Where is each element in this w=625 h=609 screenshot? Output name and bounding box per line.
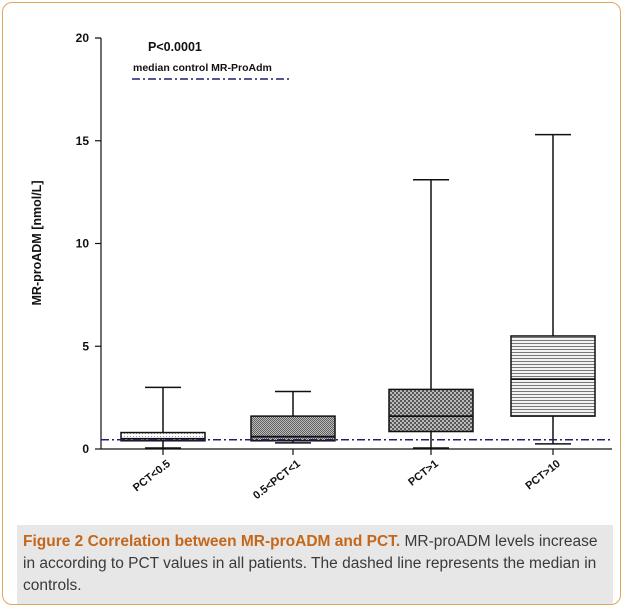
boxes-group [120, 133, 596, 449]
category-label: PCT<0.5 [131, 458, 173, 494]
p-value-annotation: P<0.0001 [148, 40, 202, 54]
category-label: PCT>10 [523, 458, 562, 492]
category-label: PCT>1 [406, 458, 441, 489]
iqr-box [120, 431, 206, 442]
caption-text: MR-proADM levels increase in according t… [23, 533, 598, 594]
iqr-box [388, 388, 474, 433]
y-tick-label: 20 [76, 31, 90, 45]
y-axis-ticks: 0 5 10 15 20 [76, 31, 101, 456]
y-tick-label: 15 [76, 134, 90, 148]
figure-caption: Figure 2 Correlation between MR-proADM a… [17, 525, 613, 604]
x-axis-tick-labels: PCT<0.5 0.5<PCT<1 PCT>1 PCT>10 [131, 449, 563, 502]
y-tick-label: 10 [76, 237, 90, 251]
box-3 [388, 179, 474, 449]
category-label: 0.5<PCT<1 [251, 458, 303, 502]
y-tick-label: 5 [82, 339, 89, 353]
box-2 [250, 390, 336, 444]
y-tick-label: 0 [82, 442, 89, 456]
caption-title: Figure 2 Correlation between MR-proADM a… [23, 533, 401, 550]
box-plot-chart: 0 5 10 15 20 MR-proADM [nmol/L] P<0.0001 med… [30, 31, 612, 502]
box-1 [120, 386, 206, 449]
box-4 [510, 133, 596, 445]
legend-label: median control MR-ProAdm [133, 62, 272, 74]
y-axis-label: MR-proADM [nmol/L] [30, 181, 44, 306]
iqr-box [510, 335, 596, 417]
